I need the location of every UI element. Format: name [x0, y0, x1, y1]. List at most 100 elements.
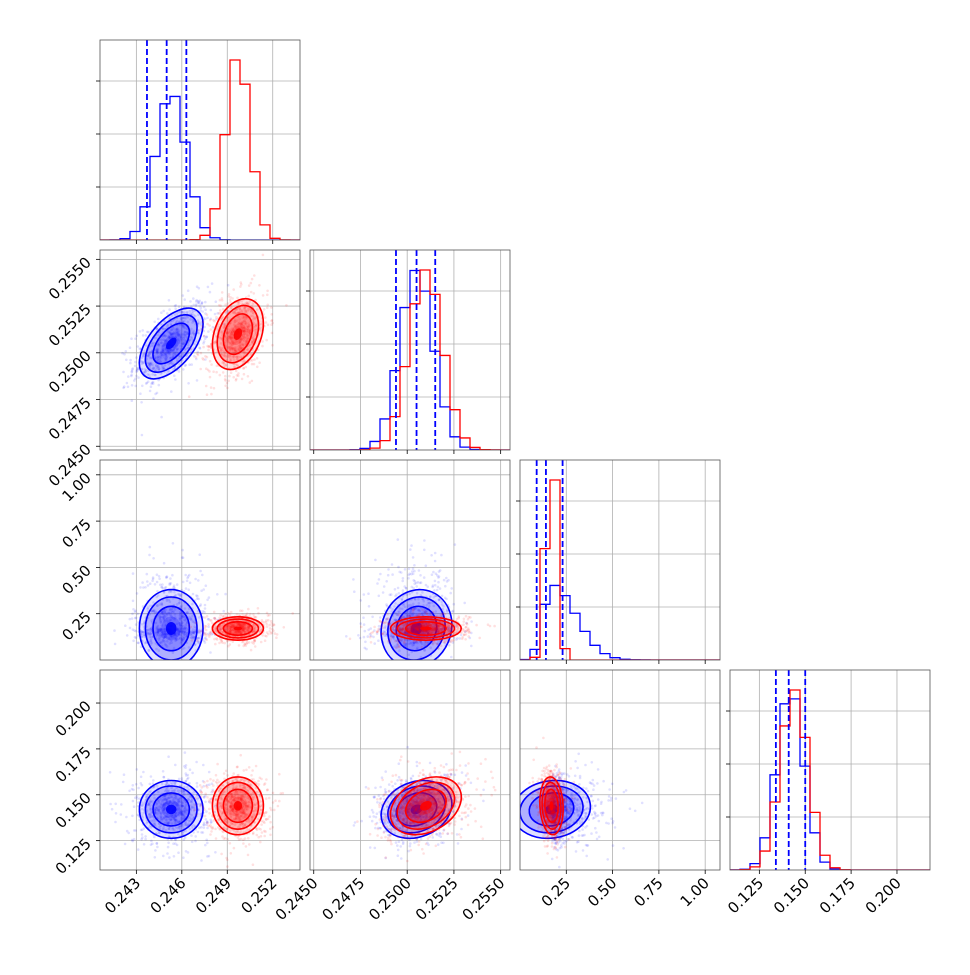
scatter-point: [203, 335, 206, 338]
scatter-point: [367, 629, 370, 632]
scatter-point: [240, 281, 243, 284]
scatter-point: [441, 595, 444, 598]
scatter-point: [434, 580, 437, 583]
scatter-point: [123, 353, 126, 356]
density-peak: [234, 627, 242, 631]
scatter-point: [237, 375, 240, 378]
scatter-point: [261, 340, 264, 343]
scatter-point: [227, 302, 230, 305]
scatter-point: [129, 362, 132, 365]
scatter-point: [137, 848, 140, 851]
scatter-point: [463, 618, 466, 621]
scatter-point: [360, 626, 363, 629]
scatter-point: [266, 304, 269, 307]
scatter-point: [222, 371, 225, 374]
scatter-point: [213, 611, 216, 614]
scatter-point: [167, 755, 170, 758]
scatter-point: [266, 612, 269, 615]
scatter-point: [359, 622, 362, 625]
scatter-point: [250, 649, 253, 652]
scatter-point: [200, 303, 203, 306]
scatter-point: [162, 587, 165, 590]
scatter-point: [141, 385, 144, 388]
scatter-point: [230, 371, 233, 374]
scatter-point: [181, 777, 184, 780]
scatter-point: [379, 573, 382, 576]
scatter-point: [214, 313, 217, 316]
scatter-point: [203, 633, 206, 636]
scatter-point: [174, 842, 177, 845]
scatter-point: [131, 399, 134, 402]
scatter-point: [134, 797, 137, 800]
scatter-point: [227, 284, 230, 287]
scatter-point: [407, 577, 410, 580]
scatter-point: [123, 773, 126, 776]
scatter-point: [166, 852, 169, 855]
scatter-point: [239, 609, 242, 612]
scatter-point: [152, 779, 155, 782]
scatter-point: [206, 317, 209, 320]
panel-2-0: 0.250.500.751.00: [58, 460, 300, 667]
scatter-point: [365, 648, 368, 651]
scatter-point: [434, 584, 437, 587]
scatter-point: [257, 612, 260, 615]
scatter-point: [150, 843, 153, 846]
scatter-point: [359, 599, 362, 602]
scatter-point: [452, 639, 455, 642]
scatter-point: [205, 839, 208, 842]
scatter-point: [165, 586, 168, 589]
scatter-point: [444, 585, 447, 588]
scatter-point: [189, 300, 192, 303]
scatter-point: [144, 838, 147, 841]
scatter-point: [224, 303, 227, 306]
contour-series-1: [391, 617, 462, 640]
scatter-point: [196, 639, 199, 642]
scatter-point: [191, 841, 194, 844]
scatter-point: [162, 310, 165, 313]
scatter-point: [269, 627, 272, 630]
scatter-point: [136, 335, 139, 338]
scatter-point: [403, 641, 406, 644]
scatter-point: [136, 613, 139, 616]
scatter-point: [131, 815, 134, 818]
scatter-point: [191, 772, 194, 775]
scatter-point: [404, 568, 407, 571]
scatter-point: [397, 638, 400, 641]
scatter-point: [364, 630, 367, 633]
scatter-point: [254, 645, 257, 648]
scatter-point: [459, 637, 462, 640]
scatter-point: [258, 361, 261, 364]
scatter-point: [205, 639, 208, 642]
y-tick-label: 0.75: [58, 515, 94, 551]
scatter-point: [184, 574, 187, 577]
scatter-point: [256, 357, 259, 360]
scatter-point: [208, 345, 211, 348]
scatter-point: [197, 831, 200, 834]
scatter-point: [196, 352, 199, 355]
scatter-point: [222, 610, 225, 613]
scatter-point: [206, 356, 209, 359]
scatter-point: [134, 337, 137, 340]
panel-frame: [100, 250, 300, 450]
scatter-point: [135, 375, 138, 378]
scatter-point: [140, 776, 143, 779]
scatter-point: [252, 613, 255, 616]
scatter-point: [370, 641, 373, 644]
scatter-point: [463, 602, 466, 605]
scatter-point: [270, 313, 273, 316]
scatter-point: [187, 382, 190, 385]
scatter-point: [208, 855, 211, 858]
scatter-point: [136, 592, 139, 595]
scatter-point: [163, 562, 166, 565]
scatter-point: [120, 803, 123, 806]
scatter-point: [227, 645, 230, 648]
scatter-point: [455, 638, 458, 641]
scatter-point: [174, 764, 177, 767]
scatter-point: [432, 571, 435, 574]
scatter-point: [204, 604, 207, 607]
scatter-point: [122, 781, 125, 784]
scatter-point: [194, 835, 197, 838]
scatter-point: [397, 643, 400, 646]
scatter-point: [377, 639, 380, 642]
